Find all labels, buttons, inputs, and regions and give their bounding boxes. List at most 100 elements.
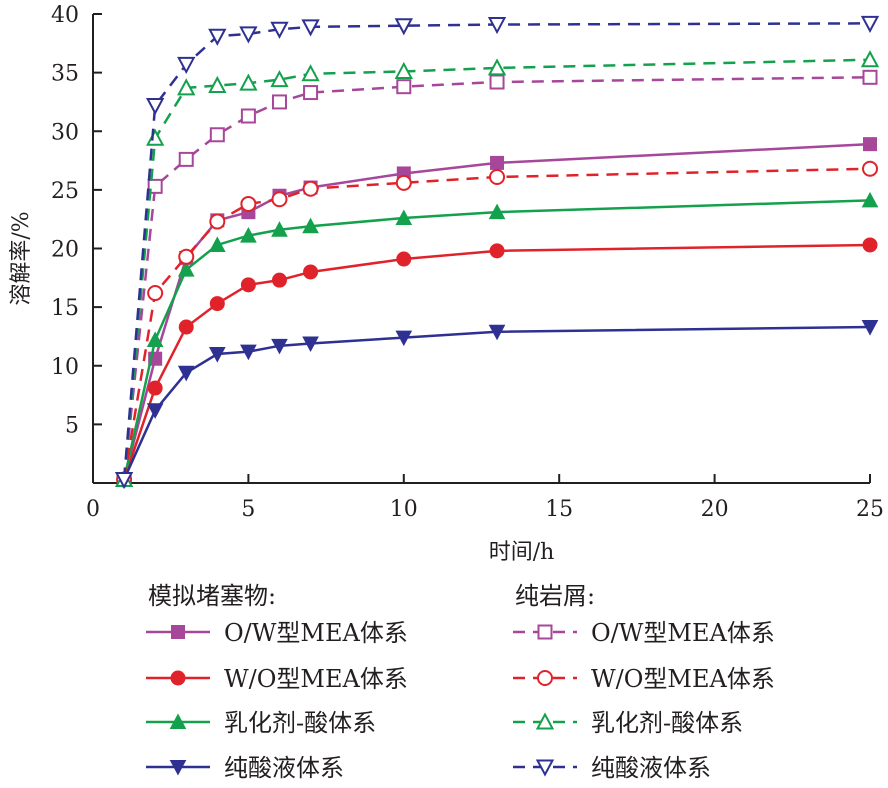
legend-group-title: 模拟堵塞物: [148,582,276,610]
data-point [302,180,319,197]
legend-label: 乳化剂-酸体系 [591,709,743,737]
data-point [302,217,319,234]
data-point [303,264,319,280]
series-line [122,76,871,480]
legend-group-title: 纯岩屑: [515,582,595,610]
data-point [240,344,257,361]
data-point [239,73,258,91]
data-point [490,155,505,170]
x-tick-label: 0 [86,497,100,522]
legend-item: O/W型MEA体系 [513,619,775,647]
legend-marker [535,759,555,777]
data-point [208,347,226,363]
legend-item: W/O型MEA体系 [513,665,775,693]
x-tick-label: 25 [856,497,884,522]
series-rock-4 [116,69,878,487]
data-point [271,94,287,110]
data-point [208,28,227,46]
y-tick-label: 15 [51,296,79,321]
data-point [489,243,505,259]
data-point [396,251,412,267]
data-point [396,79,412,95]
data-point [489,168,506,185]
series-line [122,199,871,480]
legend-item: 乳化剂-酸体系 [146,709,376,737]
data-point [862,69,878,85]
data-point [208,75,227,94]
data-point [862,160,878,177]
data-point [395,330,413,347]
legend-marker [537,624,553,640]
legend-label: W/O型MEA体系 [591,665,775,693]
data-point [114,471,134,490]
legend-marker [169,760,187,776]
series-rock-6 [114,50,880,487]
data-point [240,195,257,212]
y-tick-label: 40 [51,3,79,28]
data-point [489,74,505,90]
y-tick-label: 10 [51,355,79,380]
y-axis-title: 溶解率/% [9,211,34,305]
y-tick-label: 30 [51,120,79,145]
legend-label: O/W型MEA体系 [224,619,408,647]
legend-item: 乳化剂-酸体系 [513,709,743,737]
data-point [178,151,194,167]
data-point [860,50,880,68]
series-line [122,58,871,480]
data-point [862,237,878,253]
data-point [395,209,413,226]
data-point [145,97,165,116]
data-point [860,15,880,33]
legend: 模拟堵塞物: 纯岩屑: O/W型MEA体系 W/O型MEA体系乳化剂-酸体系纯酸液体系… [146,582,775,782]
legend-marker [171,625,185,639]
data-point [145,128,165,146]
data-point [209,296,225,312]
legend-label: W/O型MEA体系 [224,665,408,693]
data-point [239,26,258,44]
data-point [240,227,257,243]
data-point [270,21,289,39]
legend-item: W/O型MEA体系 [146,665,408,693]
data-point [394,61,413,79]
data-point [487,58,507,76]
data-point [301,19,320,37]
data-point [395,174,412,191]
data-point [394,18,413,36]
x-tick-label: 10 [390,497,418,522]
data-point [146,403,164,419]
data-point [240,108,256,124]
data-point [209,213,226,230]
data-point [178,248,195,265]
data-point [147,285,164,302]
legend-marker [169,713,187,729]
legend-label: 乳化剂-酸体系 [224,709,376,737]
legend-label: 纯酸液体系 [224,754,344,782]
series-line [122,325,871,480]
data-point [147,178,163,194]
x-tick-label: 5 [241,497,255,522]
series-blockage-0 [117,137,877,487]
data-point [177,365,195,382]
plot-area [114,15,880,490]
data-point [178,319,194,335]
data-point [301,64,320,82]
data-point [302,336,319,353]
data-point [209,127,225,143]
data-point [487,17,507,35]
series-rock-7 [114,15,880,490]
y-tick-label: 5 [65,413,79,438]
series-line [122,142,871,480]
data-point [863,137,877,152]
series-blockage-3 [115,320,879,489]
data-point [177,56,196,75]
data-point [488,203,506,220]
x-tick-label: 20 [701,497,729,522]
series-line [122,167,871,480]
data-point [861,191,879,208]
legend-item: 纯酸液体系 [513,754,711,782]
y-tick-label: 35 [51,62,79,87]
y-tick-label: 25 [51,179,79,204]
data-point [271,221,288,237]
data-point [303,85,319,101]
y-tick-label: 20 [51,238,79,263]
